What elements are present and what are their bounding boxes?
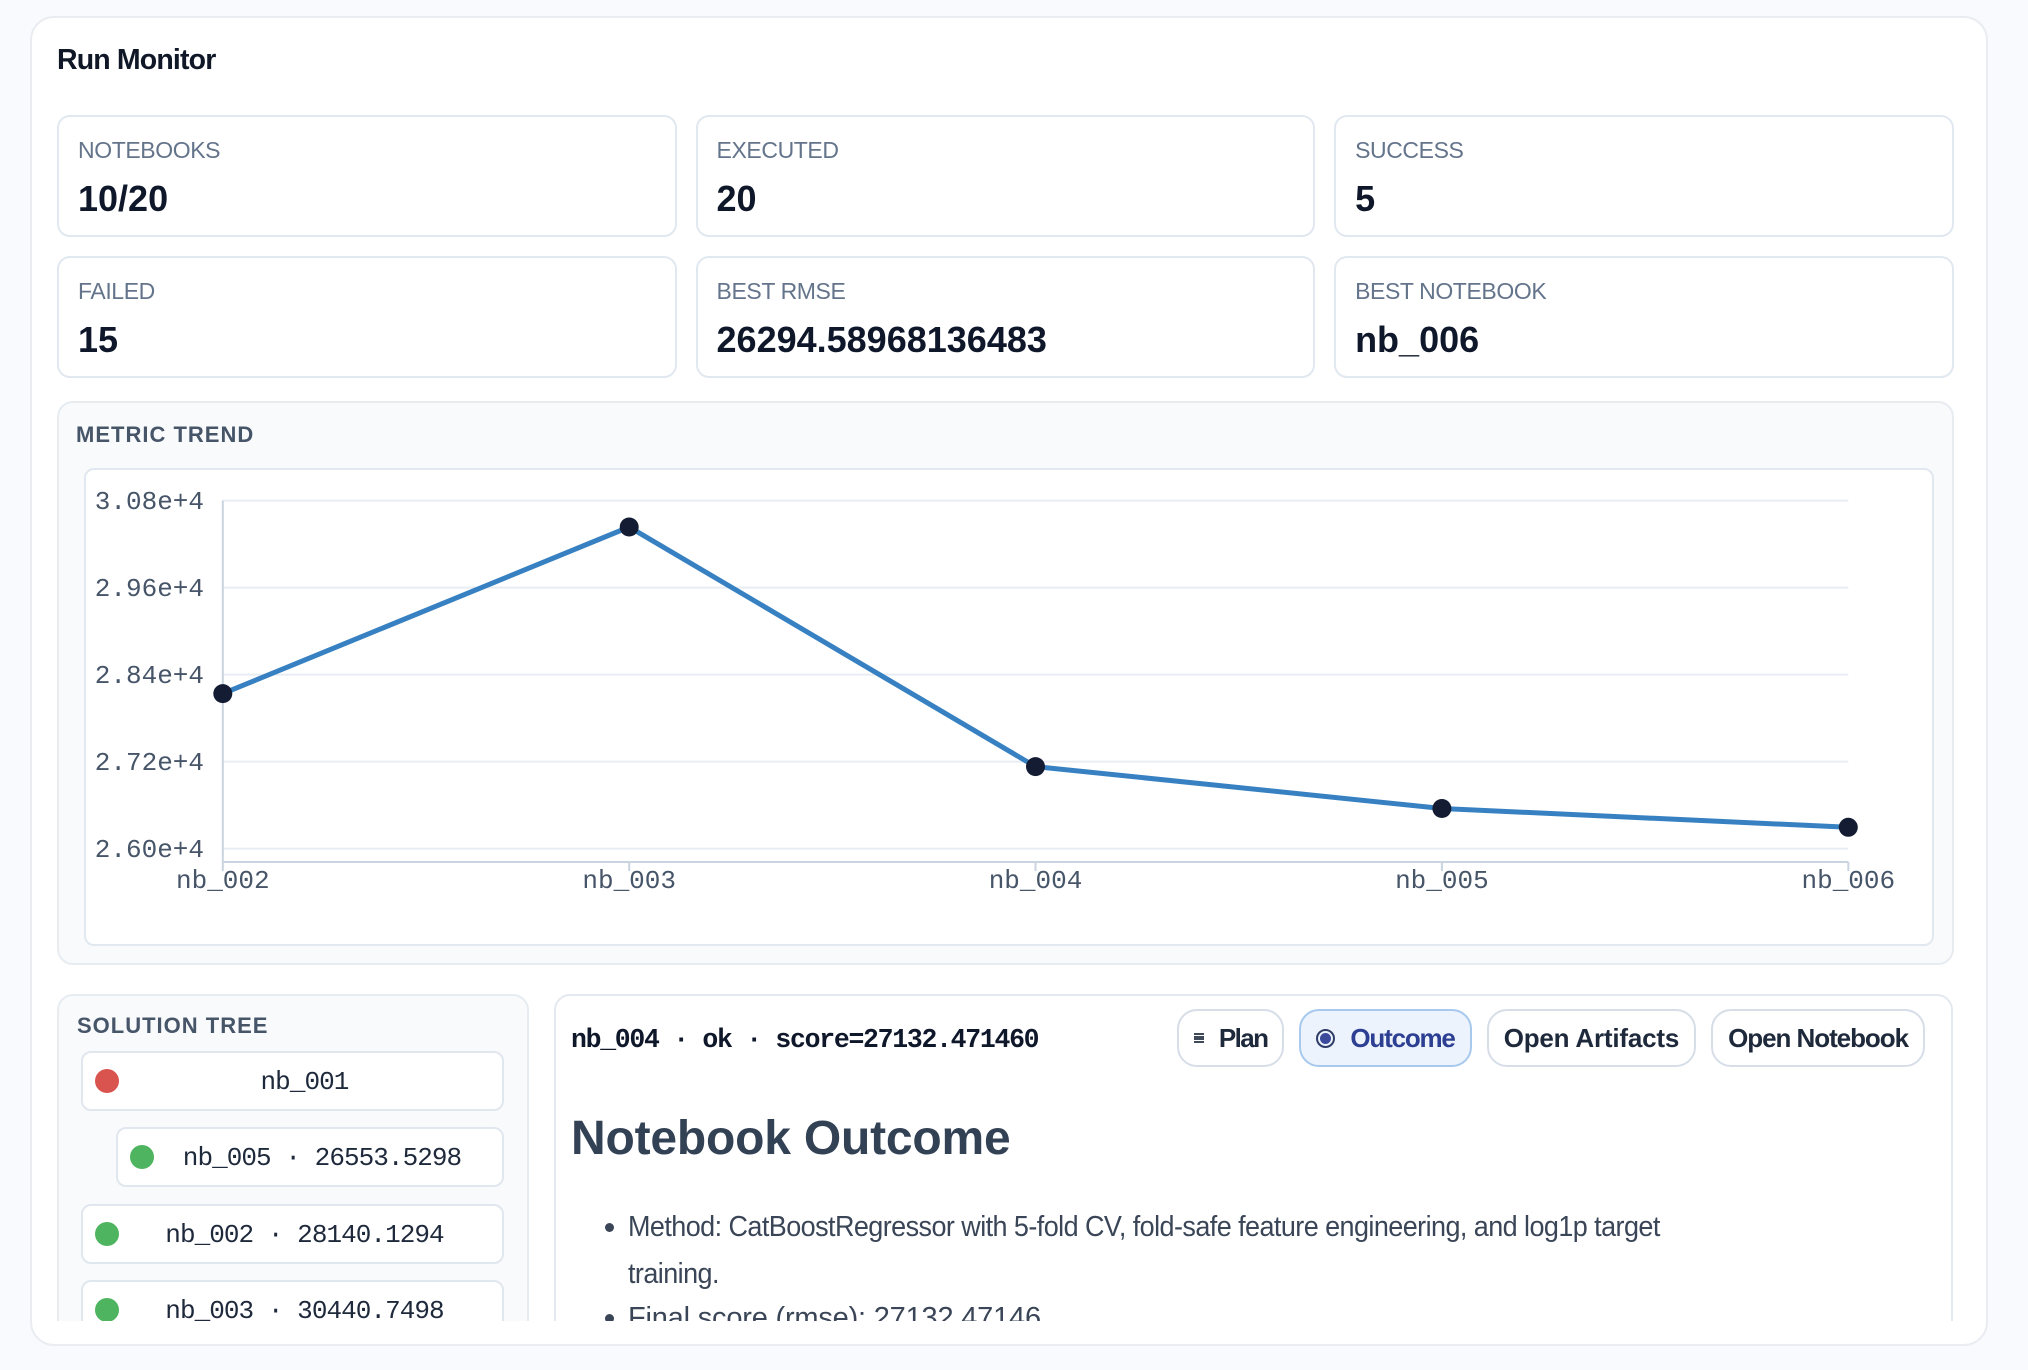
svg-text:2.96e+4: 2.96e+4 — [95, 574, 204, 604]
svg-text:nb_003: nb_003 — [582, 866, 676, 896]
svg-text:nb_004: nb_004 — [989, 866, 1083, 896]
svg-text:nb_002: nb_002 — [176, 866, 270, 896]
svg-text:2.84e+4: 2.84e+4 — [95, 661, 204, 691]
svg-text:2.72e+4: 2.72e+4 — [95, 748, 204, 778]
svg-text:nb_006: nb_006 — [1801, 866, 1895, 896]
svg-text:3.08e+4: 3.08e+4 — [95, 487, 204, 517]
svg-text:nb_005: nb_005 — [1395, 866, 1489, 896]
svg-text:2.60e+4: 2.60e+4 — [95, 835, 204, 865]
